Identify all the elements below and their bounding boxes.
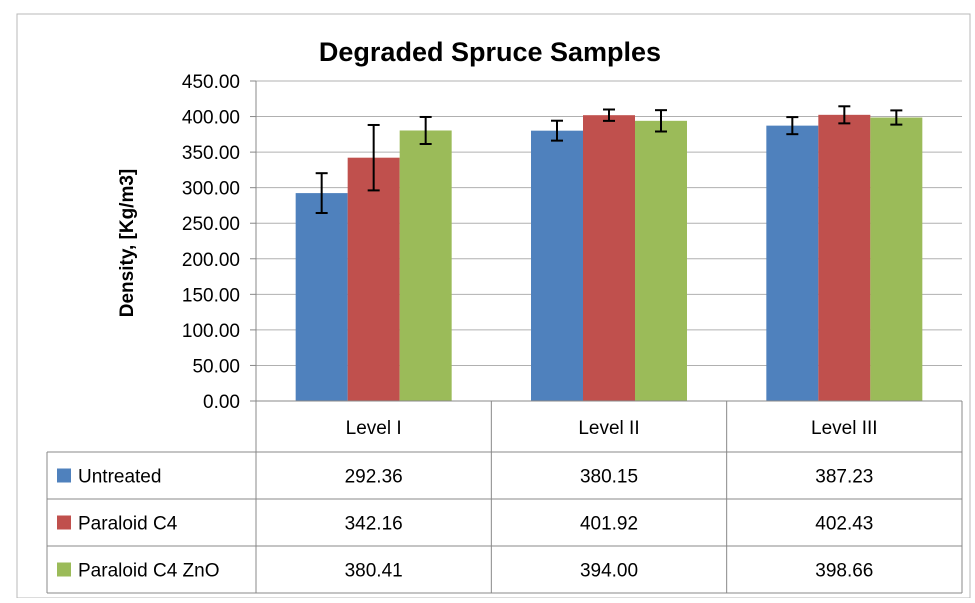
y-tick-label: 100.00 bbox=[182, 321, 240, 342]
table-value: 342.16 bbox=[345, 514, 403, 535]
bar bbox=[635, 120, 687, 402]
y-tick-label: 50.00 bbox=[192, 356, 240, 377]
bar bbox=[531, 130, 583, 401]
bar bbox=[295, 193, 348, 401]
bar bbox=[347, 157, 400, 401]
axes bbox=[250, 80, 962, 402]
x-tick-label: Level I bbox=[346, 418, 402, 439]
y-tick-label: 200.00 bbox=[182, 250, 240, 271]
x-tick-label: Level II bbox=[578, 418, 639, 439]
y-tick-label: 0.00 bbox=[203, 392, 240, 413]
table-value: 380.15 bbox=[580, 467, 638, 488]
y-tick-labels: 0.00 50.00 100.00 150.00 200.00 250.00 300.00 3… bbox=[182, 72, 240, 413]
error-bars bbox=[315, 105, 903, 215]
data-table: Level I Level II Level III Untreated 292.36 3… bbox=[46, 401, 963, 594]
bars bbox=[295, 114, 923, 402]
x-tick-label: Level III bbox=[811, 418, 878, 439]
y-axis-label: Density, [Kg/m3] bbox=[117, 169, 138, 318]
table-value: 380.41 bbox=[345, 561, 403, 582]
table-value: 394.00 bbox=[580, 561, 638, 582]
legend-swatch bbox=[57, 515, 71, 530]
table-value: 387.23 bbox=[815, 467, 873, 488]
y-tick-label: 350.00 bbox=[182, 143, 240, 164]
table-value: 292.36 bbox=[345, 467, 403, 488]
y-tick-label: 450.00 bbox=[182, 72, 240, 93]
bar bbox=[583, 115, 635, 402]
table-value: 402.43 bbox=[815, 514, 873, 535]
y-tick-label: 150.00 bbox=[182, 285, 240, 306]
y-tick-label: 250.00 bbox=[182, 214, 240, 235]
bar bbox=[399, 130, 452, 402]
legend-label: Paraloid C4 ZnO bbox=[78, 561, 220, 582]
table-value: 398.66 bbox=[815, 561, 873, 582]
y-tick-label: 300.00 bbox=[182, 179, 240, 200]
table-value: 401.92 bbox=[580, 514, 638, 535]
bar bbox=[766, 125, 819, 401]
legend-swatch bbox=[57, 468, 71, 483]
y-tick-label: 400.00 bbox=[182, 108, 240, 129]
chart-title: Degraded Spruce Samples bbox=[319, 37, 661, 67]
legend-label: Untreated bbox=[78, 467, 161, 488]
bar bbox=[870, 117, 923, 401]
legend-swatch bbox=[57, 562, 71, 577]
bar bbox=[818, 114, 871, 402]
legend-label: Paraloid C4 bbox=[78, 514, 178, 535]
